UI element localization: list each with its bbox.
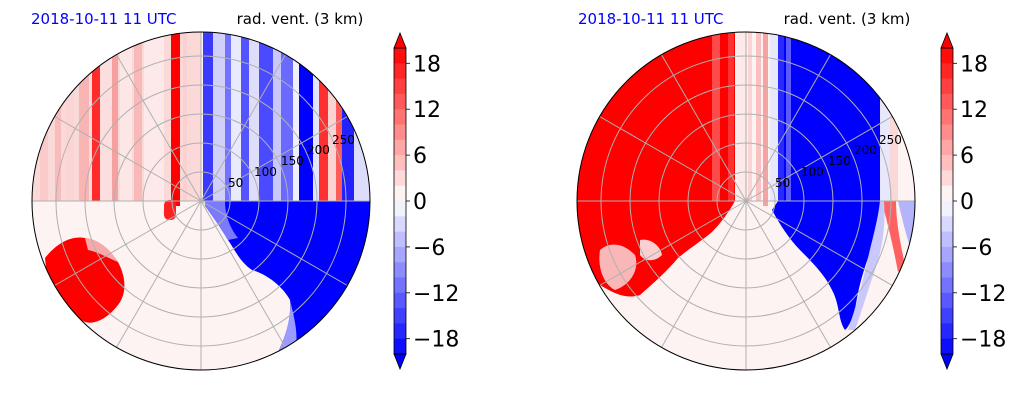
colorbar-step xyxy=(941,338,953,355)
colorbar-step xyxy=(394,139,406,156)
panel-1-colorbar-steps xyxy=(394,48,406,355)
colorbar-step xyxy=(941,109,953,125)
colorbar-tick-label: −6 xyxy=(413,236,445,261)
colorbar-step xyxy=(941,308,953,324)
panel-1-radial-tick-250: 250 xyxy=(332,133,355,147)
colorbar-step xyxy=(394,93,406,110)
colorbar-step xyxy=(941,185,953,202)
colorbar-step xyxy=(394,185,406,202)
colorbar-step xyxy=(941,170,953,187)
panel-2-colorbar-steps xyxy=(941,48,953,355)
panel-2-radial-tick-50: 50 xyxy=(775,176,790,190)
colorbar-step xyxy=(941,323,953,340)
panel-2-date-label: 2018-10-11 11 UTC xyxy=(578,10,724,28)
colorbar-step xyxy=(394,231,406,248)
panel-1-colorbar: 18 12 6 0 −6 −12 −18 xyxy=(393,31,459,371)
panel-1-colorbar-extend-top xyxy=(393,31,407,49)
panel-2-polar-grid xyxy=(577,32,915,370)
colorbar-step xyxy=(394,338,406,355)
panel-2-radial-tick-200: 200 xyxy=(854,143,877,157)
colorbar-step xyxy=(941,201,953,217)
colorbar-step xyxy=(394,277,406,294)
panel-1-colorbar-extend-bottom xyxy=(393,353,407,371)
colorbar-step xyxy=(941,155,953,171)
panel-2-title: rad. vent. (3 km) xyxy=(784,10,911,28)
colorbar-step xyxy=(394,292,406,309)
colorbar-tick-label: 12 xyxy=(413,98,441,123)
colorbar-tick-label: 18 xyxy=(960,52,988,77)
colorbar-step xyxy=(941,78,953,95)
panel-2-radial-tick-100: 100 xyxy=(801,165,824,179)
colorbar-step xyxy=(394,308,406,324)
colorbar-step xyxy=(941,216,953,233)
colorbar-tick-label: 6 xyxy=(413,144,427,169)
colorbar-step xyxy=(394,323,406,340)
colorbar-tick-label: 0 xyxy=(413,190,427,215)
panel-1-outline xyxy=(31,31,371,371)
colorbar-tick-label: −12 xyxy=(960,282,1006,307)
colorbar-step xyxy=(941,93,953,110)
panel-1-radial-tick-50: 50 xyxy=(228,176,243,190)
colorbar-step xyxy=(941,48,953,64)
colorbar-step xyxy=(394,155,406,171)
colorbar-step xyxy=(941,139,953,156)
colorbar-step xyxy=(941,277,953,294)
colorbar-step xyxy=(941,246,953,263)
panel-1-polar-grid xyxy=(32,32,370,370)
colorbar-tick-label: 6 xyxy=(960,144,974,169)
panel-2-colorbar: 18 12 6 0 −6 −12 −18 xyxy=(940,31,1006,371)
colorbar-tick-label: −12 xyxy=(413,282,459,307)
panel-2-outline xyxy=(576,31,916,371)
panel-1-title: rad. vent. (3 km) xyxy=(237,10,364,28)
panel-1-radial-tick-200: 200 xyxy=(307,143,330,157)
colorbar-step xyxy=(394,216,406,233)
panel-1-radial-tick-labels: 50 100 150 200 250 xyxy=(228,133,355,190)
colorbar-step xyxy=(394,124,406,141)
colorbar-step xyxy=(394,109,406,125)
colorbar-step xyxy=(394,78,406,95)
panel-1-radial-tick-100: 100 xyxy=(254,165,277,179)
panel-2-radial-tick-labels: 50 100 150 200 250 xyxy=(775,133,902,190)
colorbar-tick-label: 0 xyxy=(960,190,974,215)
panel-2-radial-tick-250: 250 xyxy=(879,133,902,147)
radar-panel-2: 2018-10-11 11 UTC rad. vent. (3 km) xyxy=(576,10,1006,371)
colorbar-step xyxy=(394,170,406,187)
colorbar-tick-label: −18 xyxy=(413,328,459,353)
panel-1-colorbar-ticks: 18 12 6 0 −6 −12 −18 xyxy=(406,52,459,353)
colorbar-tick-label: −18 xyxy=(960,328,1006,353)
colorbar-step xyxy=(941,231,953,248)
panel-2-colorbar-extend-bottom xyxy=(940,353,954,371)
panel-1-radial-tick-150: 150 xyxy=(281,154,304,168)
panel-2-colorbar-extend-top xyxy=(940,31,954,49)
radar-panel-1: 2018-10-11 11 UTC rad. vent. (3 km) xyxy=(31,10,459,371)
colorbar-tick-label: 18 xyxy=(413,52,441,77)
colorbar-step xyxy=(394,201,406,217)
panel-2-colorbar-ticks: 18 12 6 0 −6 −12 −18 xyxy=(953,52,1006,353)
colorbar-step xyxy=(941,63,953,80)
panel-1-date-label: 2018-10-11 11 UTC xyxy=(31,10,177,28)
colorbar-tick-label: −6 xyxy=(960,236,992,261)
panel-2-radial-tick-150: 150 xyxy=(828,154,851,168)
colorbar-step xyxy=(394,48,406,64)
colorbar-tick-label: 12 xyxy=(960,98,988,123)
colorbar-step xyxy=(394,246,406,263)
colorbar-step xyxy=(941,292,953,309)
colorbar-step xyxy=(394,262,406,278)
colorbar-step xyxy=(394,63,406,80)
colorbar-step xyxy=(941,124,953,141)
colorbar-step xyxy=(941,262,953,278)
